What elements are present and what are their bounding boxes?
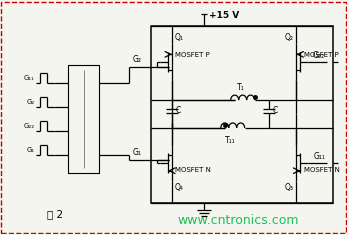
Text: G₁₁: G₁₁ bbox=[24, 75, 35, 81]
Text: G₂₂: G₂₂ bbox=[313, 51, 325, 60]
Text: +15 V: +15 V bbox=[209, 11, 239, 20]
Text: MOSFET N: MOSFET N bbox=[304, 167, 340, 173]
Text: Q₂: Q₂ bbox=[284, 33, 294, 42]
Text: G₁: G₁ bbox=[132, 148, 141, 157]
Text: Q₄: Q₄ bbox=[175, 183, 184, 192]
Text: www.cntronics.com: www.cntronics.com bbox=[178, 214, 299, 227]
Text: Q₃: Q₃ bbox=[284, 183, 294, 192]
Text: G₂: G₂ bbox=[27, 99, 35, 105]
Bar bbox=[68, 65, 99, 173]
Text: T₁₁: T₁₁ bbox=[225, 136, 236, 145]
Text: C: C bbox=[176, 106, 181, 114]
Text: MOSFET N: MOSFET N bbox=[175, 167, 211, 173]
Text: G₁: G₁ bbox=[27, 147, 35, 153]
Text: MOSFET P: MOSFET P bbox=[175, 52, 210, 58]
Text: 图 2: 图 2 bbox=[47, 209, 63, 219]
Text: G₂: G₂ bbox=[132, 55, 141, 64]
Bar bbox=[151, 26, 333, 203]
Text: T₁: T₁ bbox=[237, 83, 245, 92]
Text: G₁₁: G₁₁ bbox=[313, 152, 325, 161]
Text: C: C bbox=[273, 106, 278, 114]
Text: G₂₂: G₂₂ bbox=[24, 123, 35, 129]
Text: MOSFET P: MOSFET P bbox=[304, 52, 339, 58]
Text: Q₁: Q₁ bbox=[175, 33, 184, 42]
